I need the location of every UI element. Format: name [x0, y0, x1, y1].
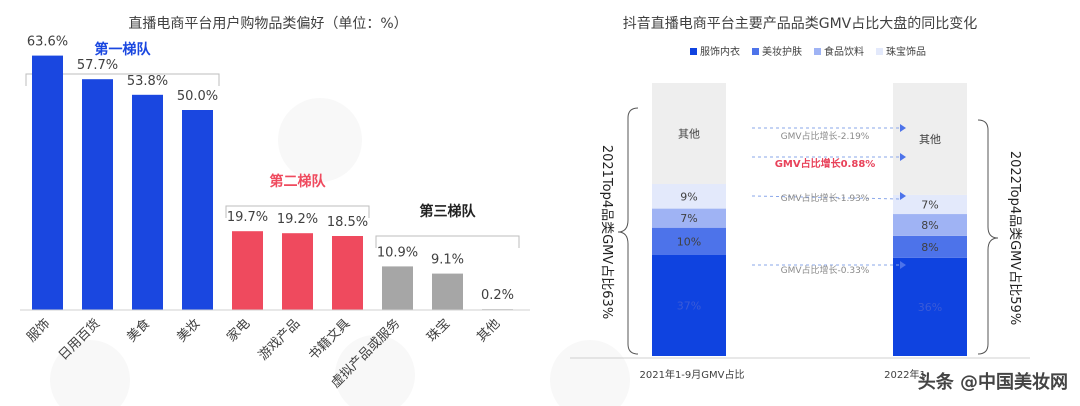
stack-segment: [893, 235, 967, 258]
change-label: GMV占比增长-1.93%: [781, 192, 870, 204]
segment-label: 7%: [680, 212, 697, 225]
tier-bracket: [225, 205, 370, 218]
bar-value-label: 19.7%: [227, 210, 268, 225]
category-label: 珠宝: [424, 316, 453, 345]
bar-1: [32, 55, 63, 310]
bar-value-label: 9.1%: [431, 253, 464, 268]
bar-value-label: 57.7%: [77, 58, 118, 73]
tier-label: 第三梯队: [420, 203, 477, 220]
bar-value-label: 19.2%: [277, 212, 318, 227]
bar-9: [432, 273, 463, 310]
category-label: 家电: [224, 316, 254, 346]
stack-segment: [652, 254, 726, 356]
change-annotations: GMV占比增长-2.19% GMV占比增长0.88% GMV占比增长-1.93% GM…: [751, 124, 906, 276]
legend-swatch: [752, 48, 759, 55]
bar-value-label: 63.6%: [27, 35, 68, 50]
segment-label: 7%: [921, 198, 938, 211]
change-label: GMV占比增长-2.19%: [781, 130, 870, 142]
legend: 服饰内衣 美妆护肤 食品饮料 珠宝饰品: [690, 45, 926, 58]
segment-label: 其他: [919, 133, 941, 146]
segment-label: 8%: [921, 219, 938, 232]
legend-swatch: [690, 48, 697, 55]
tier-bracket: [375, 235, 520, 248]
legend-label: 珠宝饰品: [886, 45, 926, 58]
tier-label: 第二梯队: [270, 173, 327, 190]
category-label: 服饰: [24, 316, 53, 345]
source-watermark: 头条 @中国美妆网: [918, 371, 1068, 393]
col1-label: 2021年1-9月GMV占比: [640, 368, 745, 381]
legend-label: 服饰内衣: [700, 45, 740, 58]
left-chart-title: 直播电商平台用户购物品类偏好（单位：%）: [128, 15, 407, 32]
stack-segment: [893, 214, 967, 236]
legend-label: 美妆护肤: [762, 45, 802, 58]
segment-label: 36%: [918, 301, 942, 314]
stack-segment: [893, 83, 967, 195]
legend-swatch: [876, 48, 883, 55]
stack-segment: [652, 83, 726, 185]
segment-label: 10%: [677, 235, 701, 248]
col2-label: 2022年1: [884, 368, 926, 381]
bar-3: [132, 94, 163, 310]
faint-watermark: [50, 98, 630, 406]
right-brace: [977, 119, 999, 355]
change-label: GMV占比增长0.88%: [775, 157, 876, 170]
category-label: 美食: [124, 316, 154, 346]
stack-segment: [652, 208, 726, 228]
category-label: 其他: [474, 316, 503, 345]
segment-label: 8%: [921, 241, 938, 254]
right-bars: 37% 10% 7% 9% 其他 36% 8% 8% 7% 其他: [652, 83, 967, 356]
bar-2: [82, 79, 113, 310]
stack-segment: [893, 257, 967, 356]
change-label: GMV占比增长-0.33%: [781, 264, 870, 276]
segment-label: 9%: [680, 190, 697, 203]
legend-swatch: [814, 48, 821, 55]
arrow-head: [900, 124, 906, 132]
tier-bracket: [25, 73, 220, 86]
stack-segment: [652, 227, 726, 255]
bar-value-label: 18.5%: [327, 215, 368, 230]
arrow-head: [900, 153, 906, 161]
stack-segment: [893, 194, 967, 215]
left-brace: [617, 107, 639, 355]
bar-5: [232, 231, 263, 310]
bar-value-label: 50.0%: [177, 89, 218, 104]
change-arrow: [751, 195, 901, 200]
bar-8: [382, 266, 413, 310]
bar-value-label: 10.9%: [377, 245, 418, 260]
right-chart-title: 抖音直播电商平台主要产品品类GMV占比大盘的同比变化: [623, 15, 978, 32]
bar-4: [182, 110, 213, 310]
segment-label: 其他: [678, 128, 700, 141]
stack-segment: [652, 184, 726, 209]
segment-label: 37%: [677, 299, 701, 312]
legend-label: 食品饮料: [824, 45, 864, 58]
bar-6: [282, 233, 313, 310]
tier-label: 第一梯队: [95, 41, 152, 58]
category-label: 游戏产品: [256, 316, 303, 363]
arrow-head: [900, 261, 906, 269]
bar-value-label: 0.2%: [481, 288, 514, 303]
bar-7: [332, 236, 363, 310]
arrow-head: [900, 192, 906, 200]
left-side-label: 2021Top4品类GMV占比63%: [599, 145, 614, 319]
right-side-label: 2022Top4品类GMV占比59%: [1007, 151, 1022, 325]
category-label: 美妆: [174, 316, 203, 345]
bar-value-label: 53.8%: [127, 74, 168, 89]
